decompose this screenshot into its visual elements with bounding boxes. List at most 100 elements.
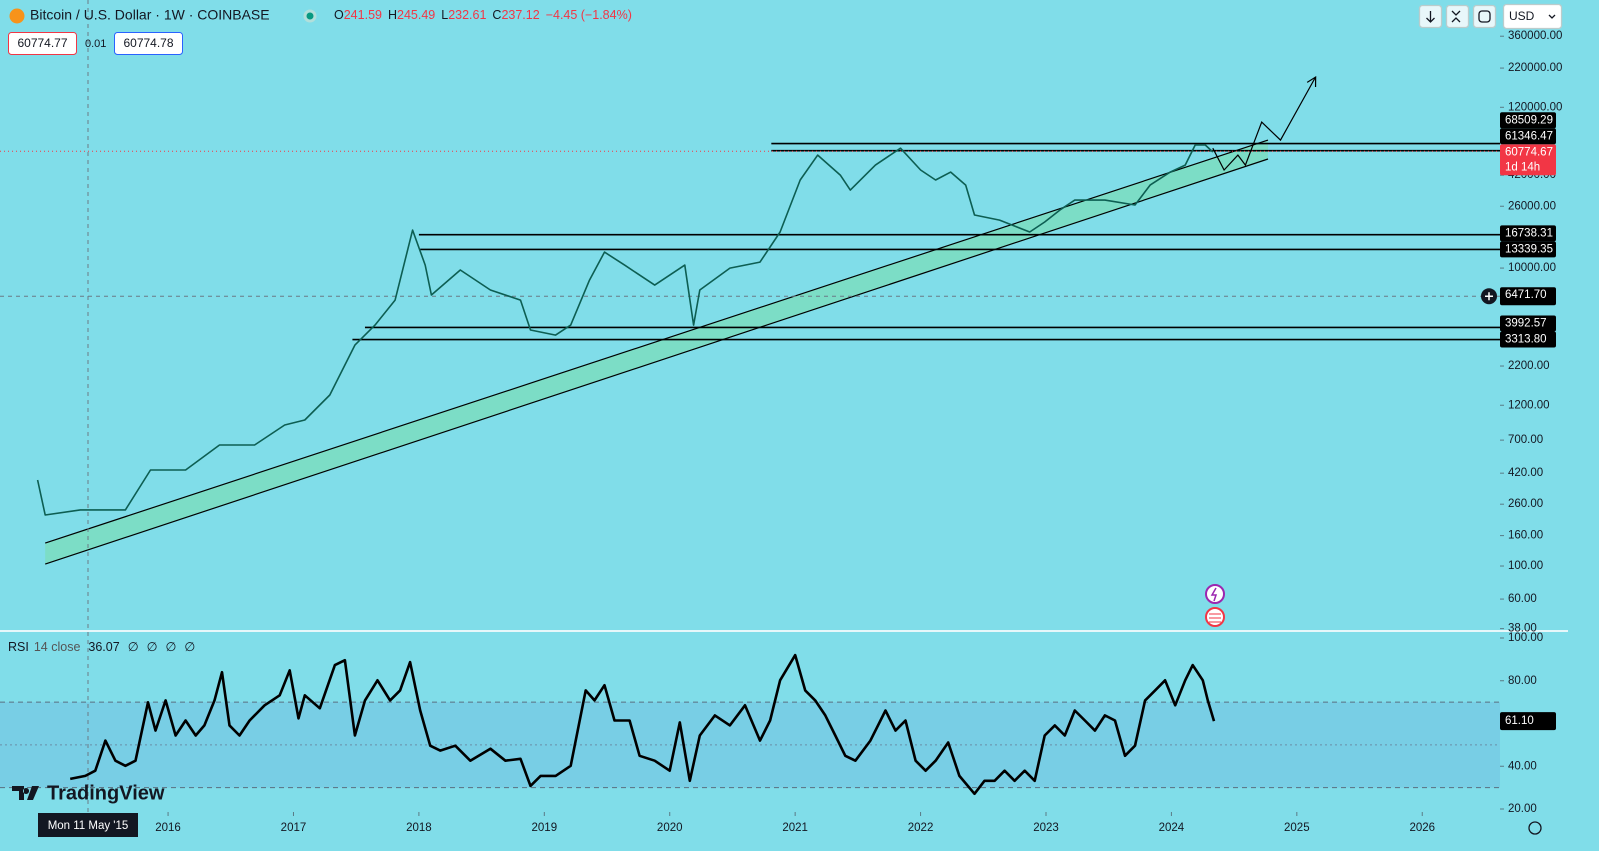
- icon: [1426, 11, 1435, 23]
- price-label-box: [1500, 225, 1556, 242]
- indicator-extra: ∅: [147, 640, 158, 654]
- x-tick-label: 2019: [532, 822, 558, 834]
- y-tick-label: 80.00: [1508, 675, 1537, 687]
- y-tick-label: 260.00: [1508, 498, 1543, 510]
- price-label-box: [1500, 331, 1556, 348]
- icon: [1478, 10, 1491, 23]
- price-label-box: [1500, 315, 1556, 332]
- price-label: 16738.31: [1505, 227, 1553, 239]
- x-tick-label: 2025: [1284, 822, 1310, 834]
- y-tick-label: 160.00: [1508, 530, 1543, 542]
- series-line: [36, 144, 1214, 516]
- rsi-label: 61.10: [1505, 715, 1534, 727]
- y-tick-label: 38.00: [1508, 623, 1537, 635]
- y-tick-label: 2200.00: [1508, 360, 1550, 372]
- ohlc-key: H: [388, 8, 397, 22]
- y-tick-label: 40.00: [1508, 760, 1537, 772]
- icon: [1485, 292, 1493, 301]
- icon: [1209, 613, 1221, 623]
- price-label-box: [1500, 128, 1556, 145]
- market-status[interactable]: [303, 9, 317, 23]
- y-tick-label: 220000.00: [1508, 62, 1562, 74]
- currency[interactable]: USD: [1509, 9, 1535, 23]
- buy-button[interactable]: [114, 32, 183, 55]
- y-tick-label: 26000.00: [1508, 200, 1556, 212]
- price-label: 60774.67: [1505, 146, 1553, 158]
- y-tick-label: 10000.00: [1508, 262, 1556, 274]
- symbol: Bitcoin / U.S. Dollar · 1W · COINBASE: [30, 7, 270, 23]
- projection: [1212, 76, 1317, 172]
- y-tick-label: 360000.00: [1508, 30, 1562, 42]
- channel-fill: [45, 140, 1268, 565]
- arrow-head: [1306, 75, 1317, 88]
- ohlc-value: 232.61: [448, 8, 486, 22]
- spread: 0.01: [85, 38, 106, 50]
- button[interactable]: [1472, 4, 1497, 29]
- icon: [1548, 14, 1556, 19]
- y-tick-label: 60.00: [1508, 593, 1537, 605]
- ohlc-change: −4.45 (−1.84%): [546, 8, 632, 22]
- brand-logo: [12, 786, 39, 800]
- button[interactable]: [1445, 4, 1470, 29]
- x-tick-label: 2021: [782, 822, 808, 834]
- toolbar: [1418, 3, 1563, 30]
- series-line: [69, 653, 1216, 796]
- sell-button[interactable]: [8, 32, 77, 55]
- indicator-name: RSI: [8, 640, 29, 654]
- x-tick-label: 2023: [1033, 822, 1059, 834]
- y-tick-label: 700.00: [1508, 434, 1543, 446]
- x-tick-label: 2018: [406, 822, 432, 834]
- icon: [1210, 587, 1218, 602]
- price-label: 1d 14h: [1505, 161, 1540, 173]
- settings-button[interactable]: [1528, 821, 1542, 835]
- price-label: 68509.29: [1505, 114, 1553, 126]
- y-tick-label: 1200.00: [1508, 399, 1550, 411]
- ohlc-key: O: [334, 8, 344, 22]
- y-tick-label: 120000.00: [1508, 101, 1562, 113]
- price-label-box: [1500, 241, 1556, 258]
- y-tick-label: 20.00: [1508, 803, 1537, 815]
- brand: TradingView: [47, 782, 165, 804]
- price-label-box: [1500, 144, 1556, 176]
- price-label: 6471.70: [1505, 289, 1547, 301]
- price-label: 3313.80: [1505, 334, 1547, 346]
- ohlc-value: 245.49: [397, 8, 435, 22]
- indicator-value: 36.07: [88, 640, 119, 654]
- bid[interactable]: 60774.77: [17, 36, 67, 50]
- indicator-extra: ∅: [128, 640, 139, 654]
- coin-icon: [9, 8, 25, 24]
- ohlc: O241.59 H245.49 L232.61 C237.12 −4.45 (−1.84…: [334, 8, 632, 22]
- x-tick-label: 2016: [155, 822, 181, 834]
- rsi-label-box: [1500, 712, 1556, 731]
- price-label-box: [1500, 112, 1556, 129]
- currency-select[interactable]: [1502, 3, 1563, 30]
- x-tick-label: 2017: [281, 822, 307, 834]
- icon: [1451, 10, 1461, 23]
- ohlc-key: C: [492, 8, 501, 22]
- indicator-extra: ∅: [165, 640, 176, 654]
- indicator-legend: RSI 14 close 36.07 ∅ ∅ ∅ ∅: [8, 640, 195, 654]
- overlay-layer: 360000.00220000.00120000.0042000.0026000…: [38, 30, 1562, 837]
- indicator-params: 14 close: [34, 640, 81, 654]
- price-label: 13339.35: [1505, 243, 1553, 255]
- ohlc-value: 241.59: [344, 8, 382, 22]
- event-icon[interactable]: [1205, 584, 1225, 604]
- indicator-extra: ∅: [184, 640, 195, 654]
- price-label: 3992.57: [1505, 318, 1547, 330]
- x-tick-label: 2026: [1409, 822, 1435, 834]
- economic-event-icon[interactable]: [1205, 607, 1225, 627]
- y-tick-label: 100.00: [1508, 560, 1543, 572]
- x-tick-label: 2020: [657, 822, 683, 834]
- ask[interactable]: 60774.78: [123, 36, 173, 50]
- x-tick-label: 2022: [908, 822, 934, 834]
- trend-line: [45, 158, 1269, 565]
- price-label: 61346.47: [1505, 130, 1553, 142]
- crosshair-date: Mon 11 May '15: [48, 820, 129, 832]
- y-tick-label: 420.00: [1508, 467, 1543, 479]
- y-tick-label: 100.00: [1508, 632, 1543, 644]
- ohlc-key: L: [441, 8, 448, 22]
- plot-layer: [0, 0, 1500, 812]
